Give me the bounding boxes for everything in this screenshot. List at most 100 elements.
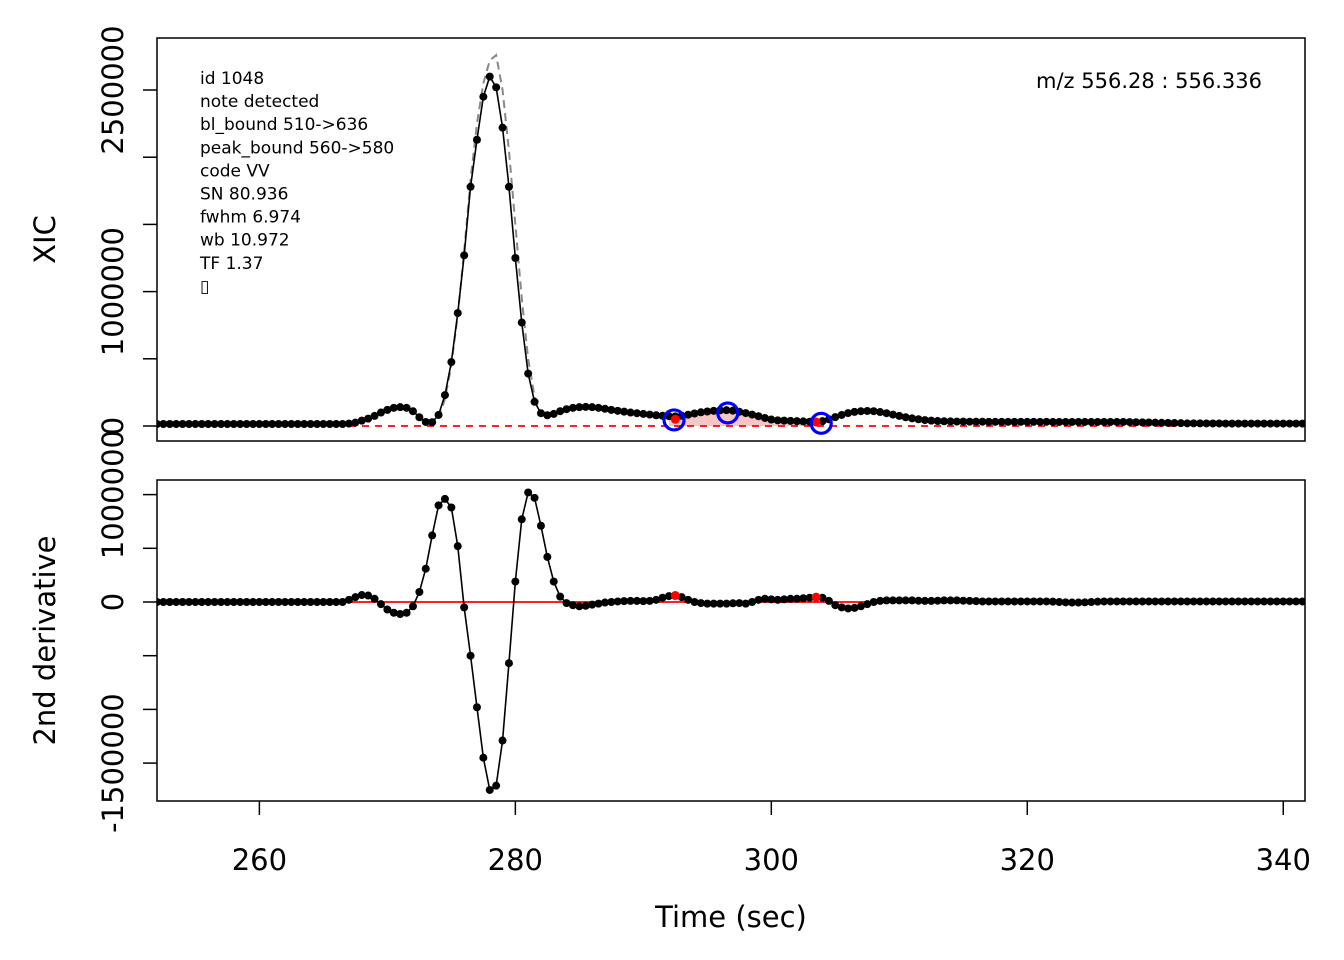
- data-point: [716, 599, 725, 608]
- data-point: [997, 417, 1006, 426]
- data-point: [914, 596, 923, 605]
- data-point: [632, 409, 641, 418]
- data-point: [204, 597, 213, 606]
- data-point: [741, 599, 750, 608]
- data-point: [1093, 417, 1102, 426]
- data-point: [991, 417, 1000, 426]
- data-point: [556, 407, 565, 416]
- data-point: [1048, 417, 1057, 426]
- data-point: [696, 408, 705, 417]
- data-point: [389, 608, 398, 617]
- data-point: [434, 501, 443, 510]
- data-point: [472, 135, 481, 144]
- data-point: [562, 599, 571, 608]
- data-point: [978, 417, 987, 426]
- data-point: [242, 597, 251, 606]
- data-point: [1176, 419, 1185, 428]
- data-point: [1266, 597, 1275, 606]
- data-point: [831, 413, 840, 422]
- data-point: [184, 597, 193, 606]
- data-point: [287, 419, 296, 428]
- data-point: [440, 391, 449, 400]
- data-point: [652, 411, 661, 420]
- annotation: id 1048: [200, 69, 264, 89]
- data-point: [722, 406, 731, 415]
- data-point: [1036, 417, 1045, 426]
- data-point: [517, 318, 526, 327]
- data-point: [818, 417, 827, 426]
- data-point: [844, 409, 853, 418]
- y-tick-label: 0: [96, 593, 130, 611]
- data-point: [908, 414, 917, 423]
- y-tick-label: 0: [96, 417, 130, 435]
- data-point: [1061, 417, 1070, 426]
- data-point: [920, 416, 929, 425]
- data-point: [581, 601, 590, 610]
- data-point: [191, 419, 200, 428]
- data-point: [600, 598, 609, 607]
- data-point: [1080, 598, 1089, 607]
- data-point: [280, 597, 289, 606]
- data-point: [178, 597, 187, 606]
- data-point: [1036, 597, 1045, 606]
- annotation: code VV: [200, 161, 270, 181]
- data-point: [620, 407, 629, 416]
- data-point: [1208, 419, 1217, 428]
- data-point: [856, 407, 865, 416]
- data-point: [1253, 419, 1262, 428]
- data-point: [568, 403, 577, 412]
- y-tick-label: -1500000: [96, 693, 130, 833]
- data-point: [997, 597, 1006, 606]
- data-point: [498, 736, 507, 745]
- data-point: [1125, 418, 1134, 427]
- data-point: [901, 596, 910, 605]
- data-point: [210, 597, 219, 606]
- data-point: [159, 597, 168, 606]
- data-point: [1247, 419, 1256, 428]
- data-point: [824, 596, 833, 605]
- data-point: [197, 419, 206, 428]
- data-point: [274, 419, 283, 428]
- data-point: [300, 419, 309, 428]
- data-point: [1055, 417, 1064, 426]
- data-point: [1292, 597, 1301, 606]
- data-point: [402, 403, 411, 412]
- data-point: [837, 603, 846, 612]
- data-point: [1087, 597, 1096, 606]
- data-point: [607, 597, 616, 606]
- data-point: [664, 592, 673, 601]
- data-point: [364, 414, 373, 423]
- data-point: [351, 418, 360, 427]
- data-point: [229, 597, 238, 606]
- data-point: [632, 596, 641, 605]
- data-point: [332, 597, 341, 606]
- peak-point: [811, 592, 821, 602]
- data-point: [268, 597, 277, 606]
- data-point: [370, 594, 379, 603]
- data-point: [1132, 418, 1141, 427]
- boundary-marker: [662, 408, 686, 432]
- data-point: [946, 596, 955, 605]
- mz-label: m/z 556.28 : 556.336: [1036, 69, 1262, 93]
- data-point: [1208, 597, 1217, 606]
- data-point: [1215, 419, 1224, 428]
- data-point: [1112, 597, 1121, 606]
- data-point: [741, 409, 750, 418]
- data-point: [1004, 597, 1013, 606]
- data-point: [453, 309, 462, 318]
- data-point: [1144, 597, 1153, 606]
- data-point: [1189, 419, 1198, 428]
- data-point: [223, 419, 232, 428]
- data-point: [504, 659, 513, 668]
- data-point: [690, 597, 699, 606]
- data-point: [1253, 597, 1262, 606]
- data-point: [1080, 417, 1089, 426]
- data-point: [325, 419, 334, 428]
- data-point: [863, 406, 872, 415]
- data-point: [466, 182, 475, 191]
- data-point: [1016, 417, 1025, 426]
- data-point: [1119, 417, 1128, 426]
- data-point: [460, 603, 469, 612]
- data-point: [1100, 417, 1109, 426]
- data-point: [1125, 597, 1134, 606]
